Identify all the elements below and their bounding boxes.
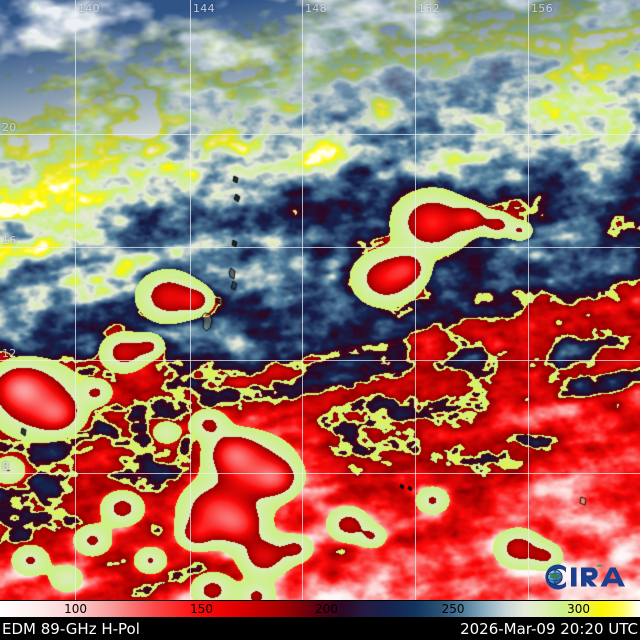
satellite-imagery-canvas[interactable]: [0, 0, 640, 600]
satellite-image-panel[interactable]: 140 144 148 152 156 20 16 12 8: [0, 0, 640, 600]
product-label: EDM 89-GHz H-Pol: [2, 620, 140, 638]
brightness-temperature-colorbar: [0, 601, 640, 617]
timestamp-label: 2026-Mar-09 20:20 UTC: [460, 620, 638, 638]
colorbar-container: 100 150 200 250 300: [0, 600, 640, 618]
footer-bar: EDM 89-GHz H-Pol 2026-Mar-09 20:20 UTC: [0, 618, 640, 640]
